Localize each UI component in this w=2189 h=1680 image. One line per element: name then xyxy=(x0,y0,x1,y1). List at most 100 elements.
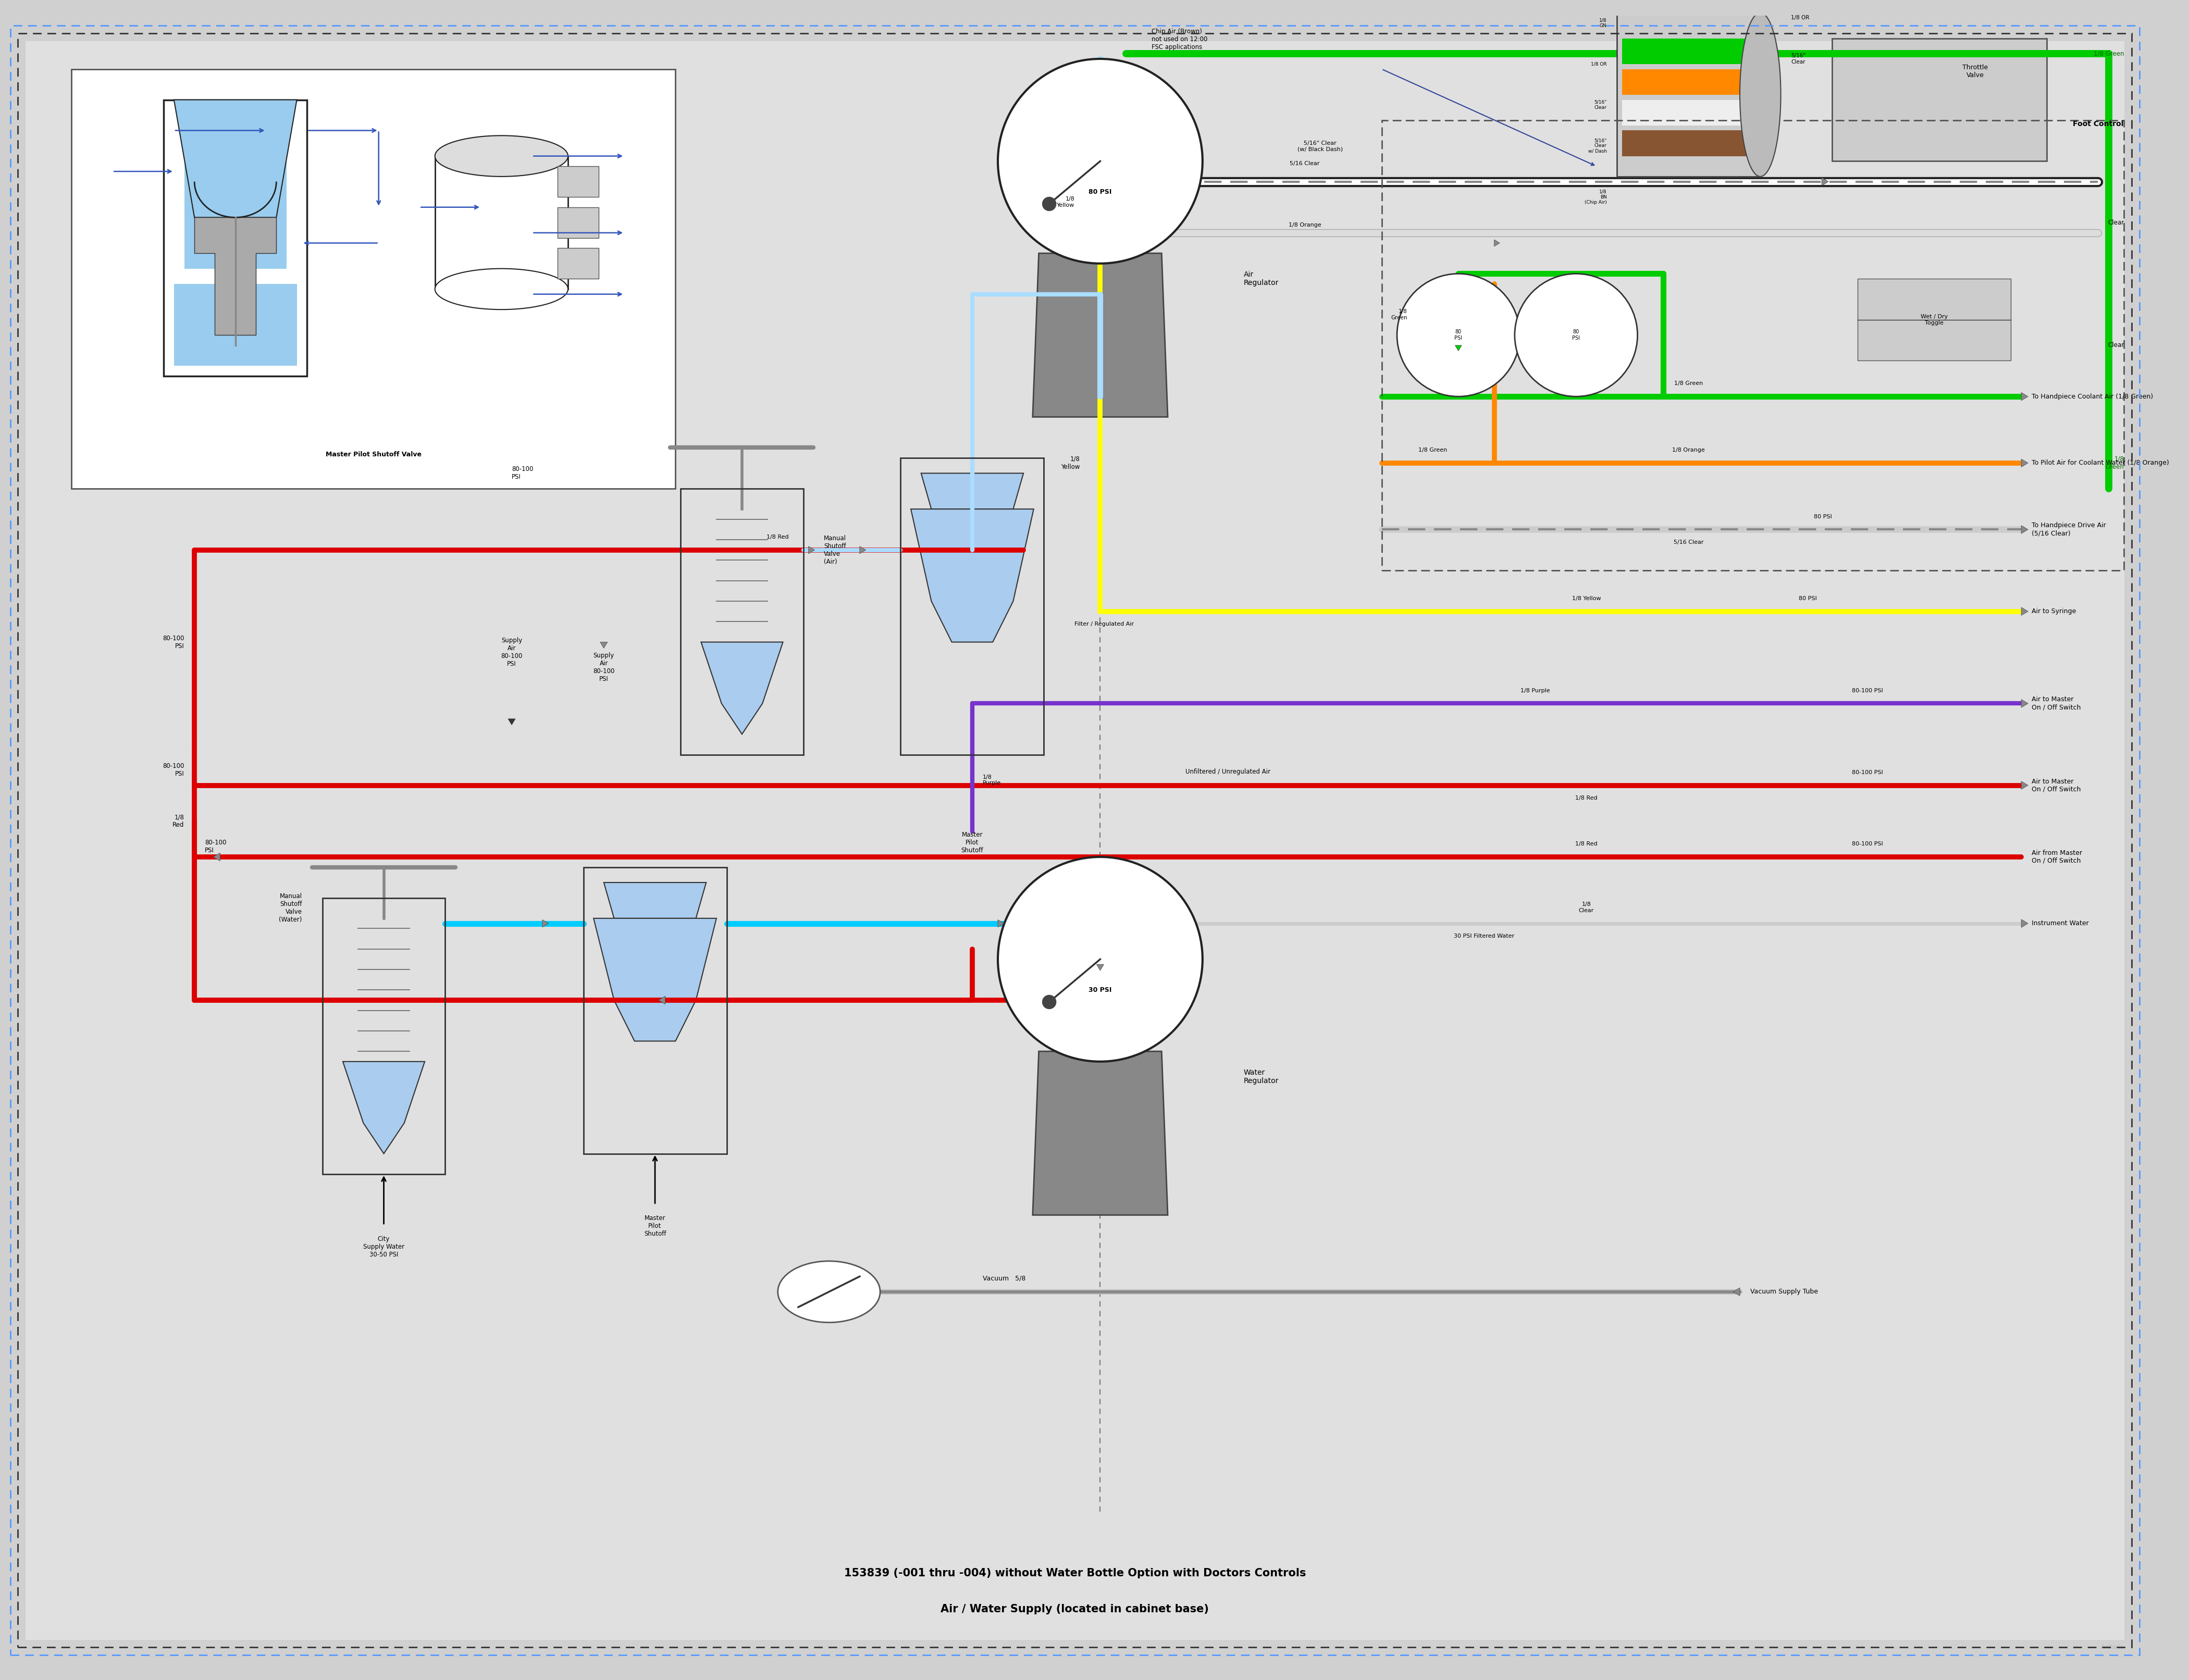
Polygon shape xyxy=(1456,346,1462,351)
Text: 1/8
Yellow: 1/8 Yellow xyxy=(1057,197,1075,208)
Bar xyxy=(436,156,567,289)
Text: 1/8
Red: 1/8 Red xyxy=(173,813,184,828)
Text: 5/16 Clear: 5/16 Clear xyxy=(1289,161,1320,166)
Circle shape xyxy=(998,59,1202,264)
Text: 30 PSI Filtered Water: 30 PSI Filtered Water xyxy=(1453,934,1515,939)
Bar xyxy=(322,897,444,1174)
Text: 1/8 Red: 1/8 Red xyxy=(766,534,788,539)
Text: 80-100
PSI: 80-100 PSI xyxy=(162,635,184,650)
Text: Master Pilot Shutoff Valve: Master Pilot Shutoff Valve xyxy=(326,452,422,459)
Polygon shape xyxy=(2020,606,2027,615)
Text: 1/8
Yellow: 1/8 Yellow xyxy=(1062,455,1079,470)
Circle shape xyxy=(1042,197,1057,212)
Polygon shape xyxy=(808,546,814,554)
Ellipse shape xyxy=(436,136,567,176)
Text: Clear: Clear xyxy=(2108,343,2123,349)
Polygon shape xyxy=(1097,964,1103,971)
Text: 80-100 PSI: 80-100 PSI xyxy=(1852,689,1883,694)
Polygon shape xyxy=(593,919,716,1042)
Text: Unfiltered / Unregulated Air: Unfiltered / Unregulated Air xyxy=(1186,768,1270,774)
Polygon shape xyxy=(700,642,784,734)
Polygon shape xyxy=(600,642,609,648)
Text: 80
PSI: 80 PSI xyxy=(1453,329,1462,341)
Bar xyxy=(558,207,600,239)
Polygon shape xyxy=(1495,240,1499,247)
Text: City
Supply Water
30-50 PSI: City Supply Water 30-50 PSI xyxy=(363,1235,405,1258)
Text: To Handpiece Coolant Air (1/8 Green): To Handpiece Coolant Air (1/8 Green) xyxy=(2031,393,2154,400)
Text: 1/8 Orange: 1/8 Orange xyxy=(1672,447,1705,454)
Text: Air to Syringe: Air to Syringe xyxy=(2031,608,2075,615)
Text: 5/16"
Clear: 5/16" Clear xyxy=(1791,54,1806,64)
Polygon shape xyxy=(1858,279,2012,361)
Text: 80
PSI: 80 PSI xyxy=(1572,329,1580,341)
Text: To Handpiece Drive Air
(5/16 Clear): To Handpiece Drive Air (5/16 Clear) xyxy=(2031,522,2106,538)
Bar xyxy=(1622,99,1756,126)
Polygon shape xyxy=(2020,526,2027,534)
Circle shape xyxy=(1515,274,1637,396)
Bar xyxy=(681,489,803,754)
Text: 1/8
GN: 1/8 GN xyxy=(1600,18,1607,29)
Bar xyxy=(558,166,600,197)
Text: 5/16"
Clear
w/ Dash: 5/16" Clear w/ Dash xyxy=(1587,138,1607,153)
Bar xyxy=(900,459,1044,754)
Ellipse shape xyxy=(777,1262,880,1322)
Bar xyxy=(582,867,727,1154)
Text: 80-100
PSI: 80-100 PSI xyxy=(512,465,534,480)
Text: Supply
Air
80-100
PSI: Supply Air 80-100 PSI xyxy=(593,652,615,682)
Polygon shape xyxy=(2020,393,2027,400)
Text: Vacuum   5/8: Vacuum 5/8 xyxy=(983,1275,1024,1282)
Bar xyxy=(72,69,676,489)
Text: 1/8
Purple: 1/8 Purple xyxy=(983,774,1000,786)
Polygon shape xyxy=(2020,699,2027,707)
Bar xyxy=(1618,13,1760,176)
Bar xyxy=(1622,131,1756,156)
Bar xyxy=(173,284,298,366)
Text: 80-100
PSI: 80-100 PSI xyxy=(162,763,184,778)
Ellipse shape xyxy=(436,269,567,309)
Polygon shape xyxy=(195,217,276,334)
Text: 1/8 OR: 1/8 OR xyxy=(1791,15,1810,20)
Circle shape xyxy=(1397,274,1519,396)
Polygon shape xyxy=(1033,1052,1167,1215)
Text: 1/8 Green: 1/8 Green xyxy=(2093,50,2123,57)
Polygon shape xyxy=(344,1062,425,1154)
Text: Foot Control: Foot Control xyxy=(2073,121,2123,128)
Text: 80 PSI: 80 PSI xyxy=(1088,188,1112,195)
Text: Supply
Air
80-100
PSI: Supply Air 80-100 PSI xyxy=(501,637,523,667)
Polygon shape xyxy=(998,919,1005,927)
Text: 80-100
PSI: 80-100 PSI xyxy=(206,840,225,853)
Text: Instrument Water: Instrument Water xyxy=(2031,921,2088,927)
Circle shape xyxy=(998,857,1202,1062)
Ellipse shape xyxy=(1740,13,1782,176)
Text: To Pilot Air for Coolant Water (1/8 Orange): To Pilot Air for Coolant Water (1/8 Oran… xyxy=(2031,460,2169,467)
Text: Air to Master
On / Off Switch: Air to Master On / Off Switch xyxy=(2031,778,2082,793)
Bar xyxy=(184,116,287,269)
Text: 30 PSI: 30 PSI xyxy=(1088,986,1112,993)
Text: Manual
Shutoff
Valve
(Water): Manual Shutoff Valve (Water) xyxy=(278,894,302,924)
Text: 5/16"
Clear: 5/16" Clear xyxy=(1594,99,1607,109)
Text: Manual
Shutoff
Valve
(Air): Manual Shutoff Valve (Air) xyxy=(823,534,847,564)
Text: 1/8
Green: 1/8 Green xyxy=(2106,455,2123,470)
Text: 80 PSI: 80 PSI xyxy=(1815,514,1832,519)
Polygon shape xyxy=(2020,919,2027,927)
Polygon shape xyxy=(922,474,1024,509)
Polygon shape xyxy=(2020,781,2027,790)
Text: Air
Regulator: Air Regulator xyxy=(1243,270,1278,287)
Text: Filter / Regulated Air: Filter / Regulated Air xyxy=(1075,622,1134,627)
Text: Vacuum Supply Tube: Vacuum Supply Tube xyxy=(1749,1289,1817,1295)
Text: 1/8
Clear: 1/8 Clear xyxy=(1578,902,1594,914)
Text: 5/16" Clear
(w/ Black Dash): 5/16" Clear (w/ Black Dash) xyxy=(1298,141,1342,151)
Text: Master
Pilot
Shutoff: Master Pilot Shutoff xyxy=(644,1215,665,1238)
Text: 1/8 Red: 1/8 Red xyxy=(1576,796,1598,801)
Text: 1/8
BN
(Chip Air): 1/8 BN (Chip Air) xyxy=(1585,190,1607,205)
Polygon shape xyxy=(860,546,867,554)
Polygon shape xyxy=(1821,178,1828,186)
Text: Clear: Clear xyxy=(2108,218,2123,225)
Polygon shape xyxy=(2020,459,2027,467)
Text: 1/8 Purple: 1/8 Purple xyxy=(1521,689,1550,694)
Polygon shape xyxy=(1033,254,1167,417)
Text: 153839 (-001 thru -004) without Water Bottle Option with Doctors Controls: 153839 (-001 thru -004) without Water Bo… xyxy=(845,1567,1307,1578)
Polygon shape xyxy=(604,882,707,919)
Text: 1/8 Green: 1/8 Green xyxy=(1675,381,1703,386)
Bar xyxy=(1622,39,1756,64)
